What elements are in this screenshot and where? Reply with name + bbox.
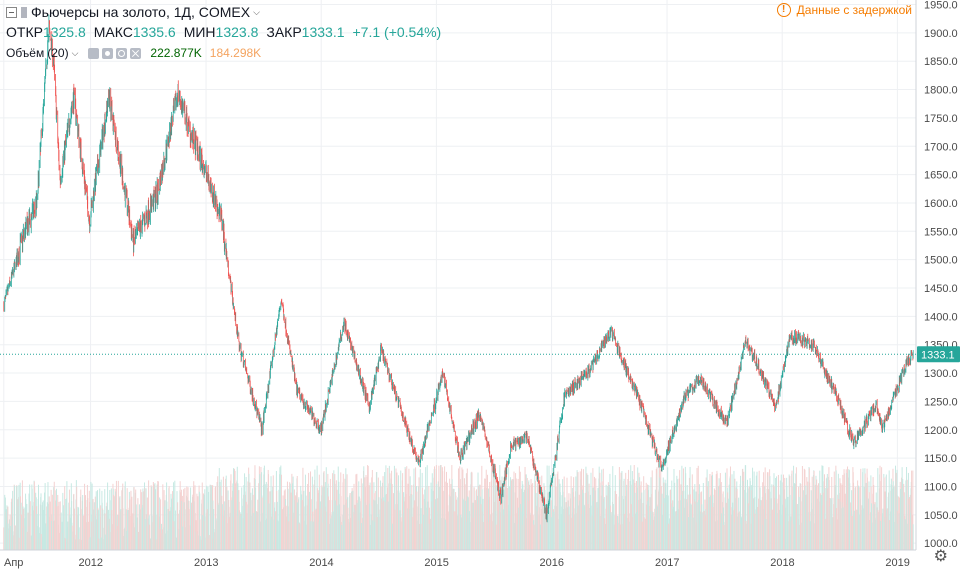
y-tick-label: 1950.0 [924,0,958,12]
last-price-badge [917,346,960,363]
high-value: 1335.6 [132,24,176,40]
change-value: +7.1 (+0.54%) [352,24,442,40]
volume-name[interactable]: Объём [6,46,45,60]
settings-icon[interactable] [116,47,128,59]
high-label: МАКС [93,24,133,40]
y-tick-label: 1500.0 [924,255,958,267]
symbol-title[interactable]: Фьючерсы на золото, 1Д, COMEX [31,4,251,20]
y-tick-label: 1800.0 [924,85,958,97]
open-value: 1325.8 [42,24,86,40]
volume-period[interactable]: (20) [47,46,69,60]
y-tick-label: 1750.0 [924,113,958,125]
chevron-down-icon[interactable]: ⌵ [253,7,260,17]
x-tick-label: 2019 [885,557,909,569]
hide-icon[interactable] [88,47,100,59]
close-label: ЗАКР [266,24,302,40]
price-axis[interactable]: 1000.0 1050.0 1100.0 1150.0 1200.0 1250.0 1300… [915,0,958,550]
warning-icon: ! [776,3,791,17]
y-tick-label: 1100.0 [924,481,957,493]
x-tick-label: Апр [4,557,23,569]
y-tick-label: 1050.0 [924,510,958,522]
volume-row[interactable]: Объём (20) ⌵ 222.877K 184.298K [6,43,441,63]
close-value: 1333.1 [301,24,345,40]
volume-value-2: 184.298K [209,46,262,60]
y-tick-label: 1200.0 [924,425,958,437]
y-tick-label: 1450.0 [924,283,958,295]
x-tick-label: 2016 [540,557,564,569]
y-tick-label: 1550.0 [924,226,958,238]
y-tick-label: 1700.0 [924,141,958,153]
x-tick-label: 2012 [79,557,103,569]
price-candles [3,14,914,523]
delay-notice[interactable]: ! Данные с задержкой [776,3,912,17]
y-tick-label: 1600.0 [924,198,958,210]
x-tick-label: 2017 [655,557,679,569]
x-tick-label: 2015 [424,557,448,569]
collapse-icon[interactable] [6,6,17,18]
flag-icon[interactable] [21,6,27,18]
low-value: 1323.8 [215,24,259,40]
y-tick-label: 1850.0 [924,56,958,68]
low-label: МИН [183,24,216,40]
eye-icon[interactable] [102,47,114,59]
y-tick-label: 1650.0 [924,170,958,182]
open-label: ОТКР [6,24,43,40]
symbol-row[interactable]: Фьючерсы на золото, 1Д, COMEX ⌵ [6,2,441,22]
chevron-down-icon[interactable]: ⌵ [71,48,79,58]
remove-icon[interactable] [130,47,142,59]
chart-legend: Фьючерсы на золото, 1Д, COMEX ⌵ ОТКР 132… [6,2,441,63]
x-tick-label: 2018 [770,557,794,569]
y-tick-label: 1900.0 [924,28,958,40]
last-price-marker: 1333.1 [0,346,960,363]
last-price-label: 1333.1 [921,349,955,361]
x-tick-label: 2014 [309,557,333,569]
volume-value-1: 222.877K [150,46,202,60]
y-tick-label: 1150.0 [924,453,957,465]
delay-text[interactable]: Данные с задержкой [796,3,912,17]
time-axis[interactable]: Апр 2012 2013 2014 2015 2016 2017 2018 2019 [0,549,916,569]
y-tick-label: 1250.0 [924,396,958,408]
y-tick-label: 1000.0 [924,538,958,550]
y-tick-label: 1300.0 [924,368,958,380]
x-tick-label: 2013 [194,557,218,569]
volume-bars [3,465,914,550]
grid-lines [0,0,916,550]
y-tick-label: 1400.0 [924,311,958,323]
gear-icon[interactable]: ⚙ [933,548,948,565]
ohlc-row: ОТКР 1325.8 МАКС 1335.6 МИН 1323.8 ЗАКР … [6,22,441,42]
